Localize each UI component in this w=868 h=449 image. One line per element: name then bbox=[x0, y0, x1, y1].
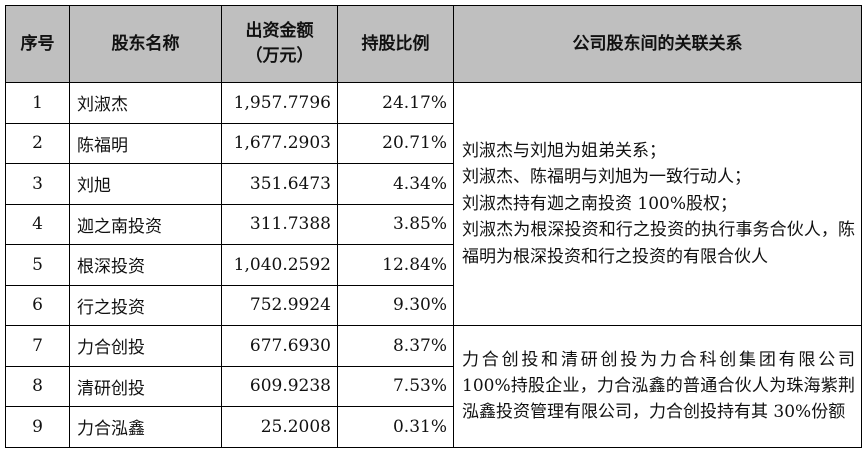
row-capital: 1,040.2592 bbox=[221, 244, 338, 286]
header-name: 股东名称 bbox=[69, 5, 222, 83]
relation-line: 刘淑杰、陈福明与刘旭为一致行动人； bbox=[462, 167, 751, 188]
row-ratio: 8.37% bbox=[337, 325, 454, 367]
table-row: 2 陈福明 1,677.2903 20.71% bbox=[5, 122, 862, 164]
header-capital-line2: （万元） bbox=[245, 46, 314, 66]
row-name: 行之投资 bbox=[69, 284, 222, 326]
table-header-row: 序号 股东名称 出资金额 （万元） 持股比例 公司股东间的关联关系 bbox=[5, 5, 862, 83]
row-ratio: 12.84% bbox=[337, 244, 454, 286]
row-capital: 25.2008 bbox=[221, 406, 338, 448]
header-seq: 序号 bbox=[5, 5, 70, 83]
shareholder-table: 序号 股东名称 出资金额 （万元） 持股比例 公司股东间的关联关系 1 刘淑杰 … bbox=[5, 5, 862, 448]
row-name: 力合创投 bbox=[69, 325, 222, 367]
row-name: 清研创投 bbox=[69, 365, 222, 407]
table-row: 6 行之投资 752.9924 9.30% bbox=[5, 284, 862, 326]
row-seq: 1 bbox=[5, 82, 70, 124]
relation-text: 力合创投和清研创投为力合科创集团有限公司 100%持股企业，力合泓鑫的普通合伙人… bbox=[462, 349, 855, 423]
table-row: 3 刘旭 351.6473 4.34% bbox=[5, 163, 862, 205]
row-seq: 3 bbox=[5, 163, 70, 205]
table-row: 1 刘淑杰 1,957.7796 24.17% 刘淑杰与刘旭为姐弟关系； 刘淑杰… bbox=[5, 82, 862, 326]
row-name: 刘旭 bbox=[69, 163, 222, 205]
table-row: 8 清研创投 609.9238 7.53% bbox=[5, 365, 862, 407]
row-seq: 5 bbox=[5, 244, 70, 286]
header-capital-line1: 出资金额 bbox=[245, 21, 314, 42]
row-ratio: 9.30% bbox=[337, 284, 454, 326]
table-row: 9 力合泓鑫 25.2008 0.31% bbox=[5, 406, 862, 448]
table-row: 7 力合创投 677.6930 8.37% 力合创投和清研创投为力合科创集团有限… bbox=[5, 325, 862, 448]
row-capital: 1,957.7796 bbox=[221, 82, 338, 124]
row-seq: 9 bbox=[5, 406, 70, 448]
row-ratio: 7.53% bbox=[337, 365, 454, 407]
row-name: 刘淑杰 bbox=[69, 82, 222, 124]
row-name: 根深投资 bbox=[69, 244, 222, 286]
relation-line: 刘淑杰与刘旭为姐弟关系； bbox=[462, 141, 666, 162]
row-seq: 2 bbox=[5, 122, 70, 164]
row-capital: 1,677.2903 bbox=[221, 122, 338, 164]
row-ratio: 0.31% bbox=[337, 406, 454, 448]
row-seq: 6 bbox=[5, 284, 70, 326]
row-ratio: 4.34% bbox=[337, 163, 454, 205]
row-capital: 677.6930 bbox=[221, 325, 338, 367]
table-row: 5 根深投资 1,040.2592 12.84% bbox=[5, 244, 862, 286]
header-relation: 公司股东间的关联关系 bbox=[453, 5, 862, 83]
header-capital: 出资金额 （万元） bbox=[221, 5, 338, 83]
relation-line: 刘淑杰持有迦之南投资 100%股权； bbox=[462, 193, 738, 214]
header-ratio: 持股比例 bbox=[337, 5, 454, 83]
relation-group-2: 力合创投和清研创投为力合科创集团有限公司 100%持股企业，力合泓鑫的普通合伙人… bbox=[453, 325, 862, 448]
row-seq: 8 bbox=[5, 365, 70, 407]
row-capital: 752.9924 bbox=[221, 284, 338, 326]
row-name: 迦之南投资 bbox=[69, 203, 222, 245]
row-name: 陈福明 bbox=[69, 122, 222, 164]
relation-group-1: 刘淑杰与刘旭为姐弟关系； 刘淑杰、陈福明与刘旭为一致行动人； 刘淑杰持有迦之南投… bbox=[453, 82, 862, 326]
row-capital: 351.6473 bbox=[221, 163, 338, 205]
row-capital: 311.7388 bbox=[221, 203, 338, 245]
row-ratio: 20.71% bbox=[337, 122, 454, 164]
row-seq: 4 bbox=[5, 203, 70, 245]
row-ratio: 3.85% bbox=[337, 203, 454, 245]
row-seq: 7 bbox=[5, 325, 70, 367]
row-capital: 609.9238 bbox=[221, 365, 338, 407]
table-row: 4 迦之南投资 311.7388 3.85% bbox=[5, 203, 862, 245]
row-ratio: 24.17% bbox=[337, 82, 454, 124]
relation-line: 刘淑杰为根深投资和行之投资的执行事务合伙人，陈福明为根深投资和行之投资的有限合伙… bbox=[462, 220, 855, 267]
row-name: 力合泓鑫 bbox=[69, 406, 222, 448]
